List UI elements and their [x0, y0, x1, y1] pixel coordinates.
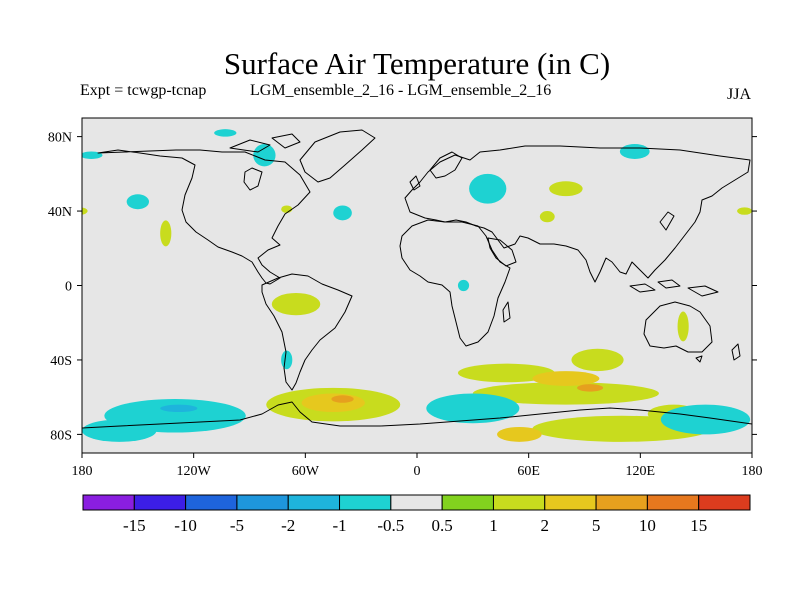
anomaly-region	[160, 404, 198, 413]
colorbar-swatch	[390, 494, 443, 511]
anomaly-region	[301, 393, 365, 413]
x-tick-label: 0	[414, 464, 421, 479]
anomaly-region	[457, 279, 470, 292]
y-tick-label: 80S	[50, 428, 72, 443]
colorbar-swatch	[287, 494, 341, 511]
anomaly-region	[126, 194, 149, 210]
anomaly-region	[281, 350, 293, 370]
colorbar-label: 10	[639, 516, 656, 535]
colorbar-swatch	[133, 494, 187, 511]
colorbar-swatch	[82, 494, 135, 511]
anomaly-region	[571, 348, 624, 372]
x-tick-label: 180	[72, 464, 93, 479]
anomaly-region	[331, 395, 354, 403]
x-tick-label: 120W	[177, 464, 212, 479]
x-axis: 180 120W 60W 0 60E 120E 180	[72, 453, 763, 479]
anomaly-region	[214, 129, 237, 137]
experiment-label: Expt = tcwgp-tcnap	[80, 82, 207, 99]
anomaly-region	[253, 144, 276, 167]
anomaly-region	[539, 211, 555, 223]
anomaly-region	[577, 384, 604, 392]
chart-title: Surface Air Temperature (in C)	[223, 46, 611, 81]
colorbar-label: -1	[332, 516, 346, 535]
colorbar-label: -10	[174, 516, 197, 535]
colorbar-swatch	[646, 494, 700, 511]
colorbar-swatch	[544, 494, 597, 511]
colorbar-label: -0.5	[377, 516, 404, 535]
x-tick-label: 60E	[517, 464, 540, 479]
anomaly-region	[737, 207, 752, 215]
anomaly-region	[457, 363, 555, 383]
colorbar-swatch	[595, 494, 648, 511]
colorbar-label: 5	[592, 516, 601, 535]
anomaly-region	[549, 181, 583, 197]
anomaly-region	[160, 220, 172, 247]
season-label: JJA	[727, 86, 752, 103]
colorbar-swatch	[185, 494, 238, 511]
y-tick-label: 40S	[50, 354, 72, 369]
temperature-field	[82, 129, 752, 442]
comparison-label: LGM_ensemble_2_16 - LGM_ensemble_2_16	[250, 82, 552, 99]
anomaly-region	[271, 292, 321, 316]
colorbar-swatch	[492, 494, 546, 511]
anomaly-region	[82, 419, 157, 442]
anomaly-region	[82, 151, 103, 159]
anomaly-region	[619, 144, 650, 159]
anomaly-region	[532, 371, 600, 386]
coastlines	[82, 129, 752, 429]
colorbar-label: -5	[230, 516, 244, 535]
anomaly-region	[82, 207, 88, 215]
colorbar-label: 15	[690, 516, 707, 535]
colorbar-label: -15	[123, 516, 146, 535]
anomaly-region	[281, 205, 293, 213]
anomaly-region	[333, 205, 352, 221]
colorbar-swatch	[339, 494, 392, 511]
colorbar-label: -2	[281, 516, 295, 535]
x-tick-label: 60W	[292, 464, 320, 479]
anomaly-region	[497, 426, 542, 442]
y-axis: 80N 40N 0 40S 80S	[48, 131, 757, 443]
anomaly-region	[677, 311, 689, 342]
y-tick-label: 80N	[48, 131, 72, 146]
y-tick-label: 40N	[48, 205, 72, 220]
colorbar-label: 1	[489, 516, 498, 535]
colorbar: -15 -10 -5 -2 -1 -0.5 0.5 1 2 5 10 15	[82, 494, 751, 535]
colorbar-label: 0.5	[432, 516, 453, 535]
anomaly-region	[472, 382, 659, 405]
anomaly-region	[426, 393, 520, 424]
x-tick-label: 120E	[626, 464, 656, 479]
colorbar-swatch	[698, 494, 751, 511]
colorbar-swatch	[236, 494, 289, 511]
colorbar-swatch	[441, 494, 494, 511]
y-tick-label: 0	[65, 280, 72, 295]
x-tick-label: 180	[742, 464, 763, 479]
anomaly-region	[660, 404, 751, 435]
anomaly-region	[469, 173, 507, 204]
colorbar-label: 2	[541, 516, 550, 535]
